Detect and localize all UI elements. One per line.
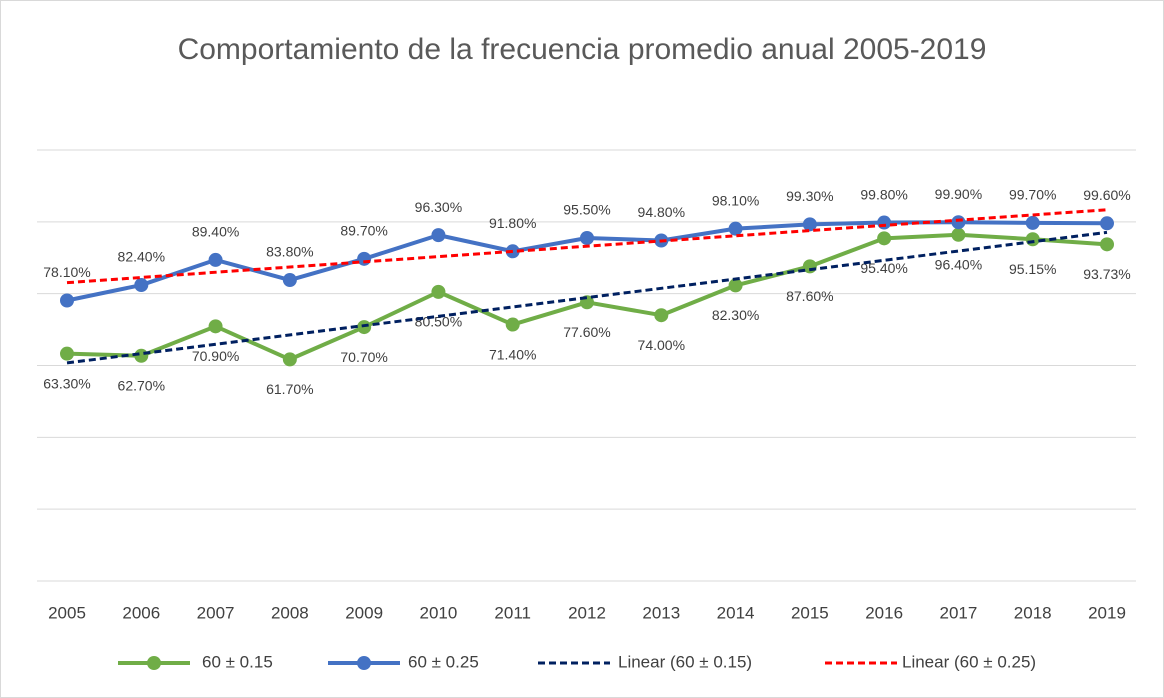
data-label: 99.80% <box>860 186 907 202</box>
data-point <box>1100 216 1114 231</box>
x-tick-label: 2007 <box>197 603 235 622</box>
data-point <box>431 284 446 299</box>
x-tick-label: 2019 <box>1088 603 1126 622</box>
data-label: 99.90% <box>935 186 982 202</box>
trendline <box>66 230 1108 365</box>
data-point <box>728 278 743 293</box>
data-point <box>877 231 892 246</box>
data-point <box>1025 232 1040 247</box>
data-point <box>208 319 223 334</box>
data-label: 74.00% <box>638 337 685 353</box>
data-label: 63.30% <box>43 375 90 391</box>
data-point <box>431 228 446 243</box>
data-label: 71.40% <box>489 346 536 362</box>
data-point <box>208 252 223 267</box>
data-label: 96.30% <box>415 199 462 215</box>
data-label: 98.10% <box>712 192 759 208</box>
data-label: 95.15% <box>1009 261 1056 277</box>
data-label: 70.90% <box>192 348 239 364</box>
data-label: 99.30% <box>786 188 833 204</box>
x-tick-label: 2014 <box>717 603 755 622</box>
data-point <box>282 352 297 367</box>
data-label: 93.73% <box>1083 266 1130 282</box>
data-point <box>951 227 966 242</box>
x-tick-label: 2005 <box>48 603 86 622</box>
legend-label: Linear (60 ± 0.15) <box>618 652 752 671</box>
legend-marker <box>357 656 371 670</box>
data-point <box>60 293 74 308</box>
data-label: 78.10% <box>43 264 90 280</box>
data-label: 80.50% <box>415 314 462 330</box>
data-label: 77.60% <box>563 324 610 340</box>
data-point <box>505 317 520 332</box>
x-tick-label: 2016 <box>865 603 903 622</box>
data-point <box>951 215 966 230</box>
x-tick-label: 2011 <box>494 603 531 622</box>
data-label: 91.80% <box>489 215 536 231</box>
x-tick-label: 2015 <box>791 603 829 622</box>
data-label: 83.80% <box>266 244 313 260</box>
trendline <box>66 208 1108 285</box>
data-point <box>802 217 817 232</box>
data-label: 89.40% <box>192 224 239 240</box>
data-point <box>654 308 669 323</box>
data-label: 96.40% <box>935 256 982 272</box>
x-tick-label: 2009 <box>345 603 383 622</box>
data-label: 94.80% <box>638 204 685 220</box>
x-tick-label: 2018 <box>1014 603 1052 622</box>
data-label: 70.70% <box>340 349 387 365</box>
data-label: 95.50% <box>563 202 610 218</box>
data-point <box>580 230 594 245</box>
data-point <box>1100 237 1114 252</box>
data-point <box>282 273 297 288</box>
x-tick-label: 2008 <box>271 603 309 622</box>
data-point <box>134 348 149 363</box>
data-label: 89.70% <box>340 223 387 239</box>
data-point <box>1025 215 1040 230</box>
data-label: 62.70% <box>118 378 165 394</box>
x-tick-label: 2006 <box>122 603 160 622</box>
data-point <box>134 278 149 293</box>
legend-label: 60 ± 0.15 <box>202 652 273 671</box>
legend-label: 60 ± 0.25 <box>408 652 479 671</box>
data-label: 99.60% <box>1083 187 1130 203</box>
legend-marker <box>147 656 161 670</box>
data-label: 82.40% <box>118 249 165 265</box>
data-point <box>728 221 743 236</box>
chart-title: Comportamiento de la frecuencia promedio… <box>177 33 987 66</box>
data-label: 87.60% <box>786 288 833 304</box>
data-point <box>60 346 74 361</box>
x-tick-label: 2017 <box>940 603 978 622</box>
data-label: 61.70% <box>266 381 313 397</box>
x-tick-label: 2010 <box>420 603 458 622</box>
data-label: 99.70% <box>1009 187 1056 203</box>
x-tick-label: 2013 <box>642 603 680 622</box>
data-point <box>357 251 372 266</box>
data-point <box>877 215 892 230</box>
data-label: 82.30% <box>712 307 759 323</box>
data-label: 95.40% <box>860 260 907 276</box>
legend-label: Linear (60 ± 0.25) <box>902 652 1036 671</box>
x-tick-label: 2012 <box>568 603 606 622</box>
